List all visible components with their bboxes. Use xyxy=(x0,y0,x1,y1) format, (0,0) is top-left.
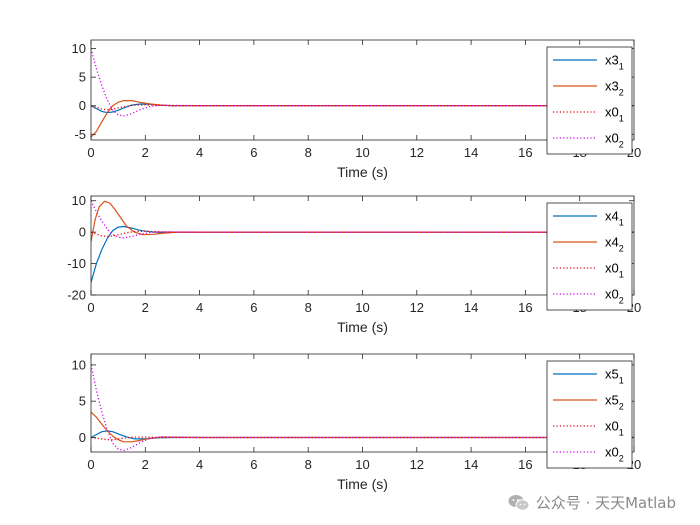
x-tick-label: 6 xyxy=(250,300,257,315)
x-tick-label: 10 xyxy=(355,145,369,160)
legend-label-x5-1: x51 xyxy=(605,367,624,386)
series-line-x0-1 xyxy=(91,104,634,111)
legend-box xyxy=(546,202,633,311)
legend-label-x5-2: x52 xyxy=(605,393,624,412)
y-tick-label: 0 xyxy=(79,430,86,445)
series-line-x3-2 xyxy=(91,99,634,138)
legend: x31 x32 x01 x02 xyxy=(546,46,633,155)
x-tick-label: 8 xyxy=(305,457,312,472)
x-tick-label: 16 xyxy=(518,300,532,315)
legend-label-x3-1: x31 xyxy=(605,53,624,72)
series-line-x0-2 xyxy=(91,200,634,239)
y-tick-label: -5 xyxy=(74,127,86,142)
x-tick-label: 12 xyxy=(410,457,424,472)
x-tick-label: 8 xyxy=(305,300,312,315)
series-group xyxy=(91,364,634,452)
x-tick-label: 14 xyxy=(464,145,478,160)
y-tick-label: 0 xyxy=(79,98,86,113)
series-line-x0-2 xyxy=(91,364,634,452)
x-tick-label: 4 xyxy=(196,145,203,160)
x-tick-label: 6 xyxy=(250,457,257,472)
x-axis-label: Time (s) xyxy=(337,476,388,492)
x-tick-label: 6 xyxy=(250,145,257,160)
subplot-3: 024681012141618200510Time (s)x51x52x01x0… xyxy=(72,353,641,492)
x-tick-label: 0 xyxy=(87,300,94,315)
legend: x51 x52 x01 x02 xyxy=(546,360,633,469)
x-tick-label: 0 xyxy=(87,457,94,472)
legend-label-x4-2: x42 xyxy=(605,235,624,254)
y-tick-label: 0 xyxy=(79,225,86,240)
legend-label-x0-1: x01 xyxy=(605,105,624,124)
x-tick-label: 16 xyxy=(518,145,532,160)
x-tick-label: 16 xyxy=(518,457,532,472)
legend-label-x0-1: x01 xyxy=(605,261,624,280)
x-tick-label: 12 xyxy=(410,300,424,315)
x-tick-label: 2 xyxy=(142,300,149,315)
y-tick-label: 5 xyxy=(79,70,86,85)
legend-label-x0-2: x02 xyxy=(605,287,624,306)
y-tick-label: 5 xyxy=(79,394,86,409)
x-tick-label: 14 xyxy=(464,300,478,315)
y-tick-label: -20 xyxy=(67,288,86,303)
legend-label-x0-2: x02 xyxy=(605,445,624,464)
legend-label-x0-2: x02 xyxy=(605,131,624,150)
legend-label-x0-1: x01 xyxy=(605,419,624,438)
series-group xyxy=(91,48,634,138)
legend-box xyxy=(546,360,633,469)
x-tick-label: 10 xyxy=(355,300,369,315)
x-tick-label: 2 xyxy=(142,145,149,160)
legend: x41 x42 x01 x02 xyxy=(546,202,633,311)
x-tick-label: 0 xyxy=(87,145,94,160)
series-line-x0-1 xyxy=(91,230,634,238)
x-tick-label: 4 xyxy=(196,300,203,315)
y-tick-label: 10 xyxy=(72,357,86,372)
watermark-text: 公众号 · 天天Matlab xyxy=(535,494,676,512)
wechat-icon xyxy=(508,494,530,512)
legend-label-x4-1: x41 xyxy=(605,209,624,228)
x-tick-label: 2 xyxy=(142,457,149,472)
x-tick-label: 8 xyxy=(305,145,312,160)
x-tick-label: 12 xyxy=(410,145,424,160)
series-line-x0-2 xyxy=(91,48,634,117)
x-tick-label: 4 xyxy=(196,457,203,472)
watermark: 公众号 · 天天Matlab xyxy=(508,492,676,513)
x-tick-label: 14 xyxy=(464,457,478,472)
y-tick-label: 10 xyxy=(72,41,86,56)
x-axis-label: Time (s) xyxy=(337,319,388,335)
series-line-x5-2 xyxy=(91,411,634,443)
series-group xyxy=(91,200,634,283)
x-axis-label: Time (s) xyxy=(337,164,388,180)
y-tick-label: 10 xyxy=(72,193,86,208)
x-tick-label: 10 xyxy=(355,457,369,472)
legend-label-x3-2: x32 xyxy=(605,79,624,98)
y-tick-label: -10 xyxy=(67,256,86,271)
legend-box xyxy=(546,46,633,155)
